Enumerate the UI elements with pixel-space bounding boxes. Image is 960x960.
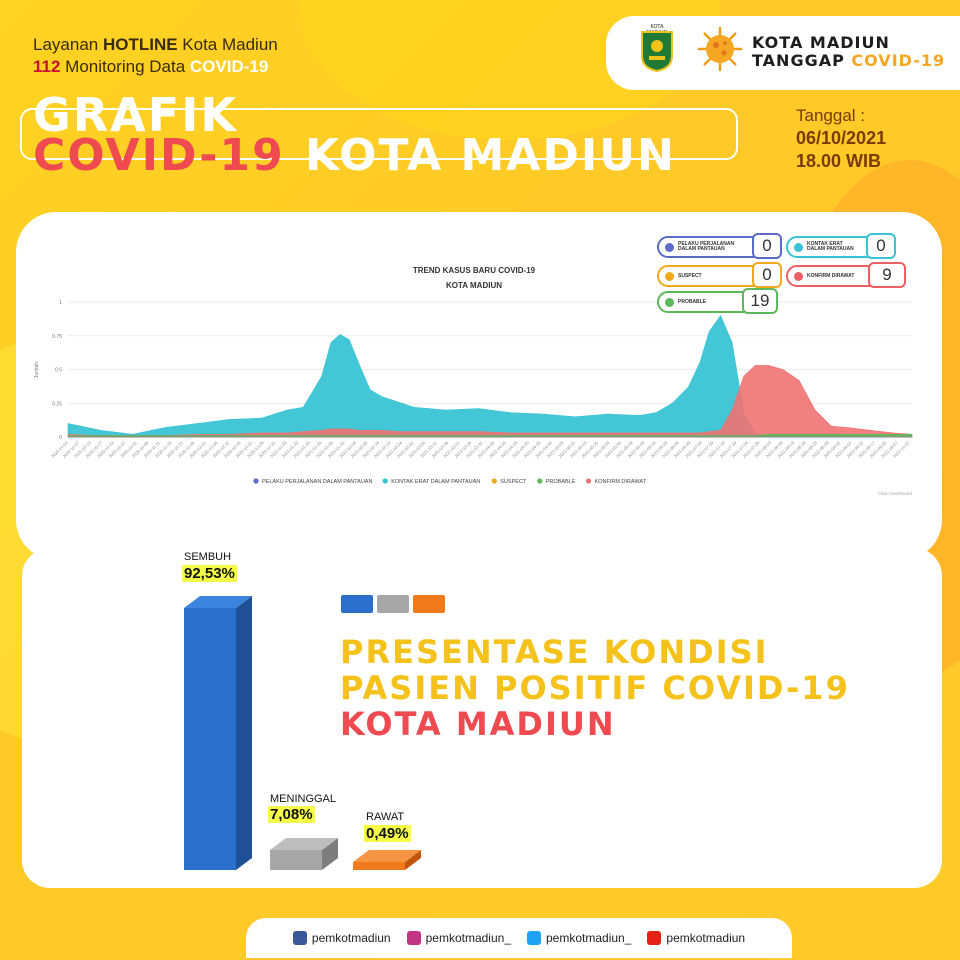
bar-category-label: RAWAT xyxy=(366,811,405,823)
hotline-prefix: Layanan xyxy=(33,35,103,54)
date-block: Tanggal : 06/10/2021 18.00 WIB xyxy=(796,106,886,172)
y-tick-label: 0.75 xyxy=(52,334,62,340)
social-link-facebook[interactable]: pemkotmadiun xyxy=(292,931,391,945)
bar-value-label: 7,08% xyxy=(268,806,315,823)
y-tick-label: 1 xyxy=(59,300,62,306)
brand-line1: KOTA MADIUN xyxy=(752,33,890,52)
facebook-icon xyxy=(292,931,307,945)
brand-line2-tag: COVID-19 xyxy=(851,51,946,70)
legend-marker xyxy=(382,478,388,484)
bar-front-rawat xyxy=(353,862,405,870)
bar-top xyxy=(353,850,421,862)
legend-marker xyxy=(253,478,259,484)
date-label: Tanggal : xyxy=(796,106,865,125)
bar-side xyxy=(322,837,338,870)
bar-category-label: MENINGGAL xyxy=(270,793,337,805)
y-tick-label: 0.25 xyxy=(52,401,62,407)
bar-front-meninggal xyxy=(270,849,322,870)
bar-value-label: 0,49% xyxy=(364,825,411,842)
pct-title-line1: PRESENTASE KONDISI xyxy=(340,633,769,671)
area-series-4 xyxy=(67,365,913,438)
counter-label: KONFIRM DIRAWAT xyxy=(807,272,855,279)
counter-label: PROBABLE xyxy=(678,298,707,305)
social-handle: pemkotmadiun_ xyxy=(546,931,632,945)
date-value: 06/10/2021 xyxy=(796,128,887,148)
legend-label: SUSPECT xyxy=(500,479,527,485)
social-handle: pemkotmadiun_ xyxy=(425,931,511,945)
percentage-card xyxy=(22,548,942,888)
bar-side xyxy=(236,596,252,870)
legend-swatch-blue xyxy=(341,595,373,613)
legend-swatch-orange xyxy=(413,595,445,613)
legend-swatch-gray xyxy=(377,595,409,613)
bar-category-label: SEMBUH xyxy=(184,551,232,563)
social-link-instagram[interactable]: pemkotmadiun_ xyxy=(406,931,511,945)
pct-title-line3: KOTA MADIUN xyxy=(340,705,616,743)
counter-pill: PELAKU PERJALANAN DALAM PANTAUAN xyxy=(657,236,777,258)
legend-marker xyxy=(585,478,592,484)
y-axis-label: Jumlah xyxy=(34,362,40,378)
chart-credit: Chart Dashboard xyxy=(878,491,913,496)
counter-label: KONTAK ERAT DALAM PANTAUAN xyxy=(807,241,854,252)
counter-label: SUSPECT xyxy=(678,272,702,279)
date-time: 18.00 WIB xyxy=(796,151,882,171)
counter-dot xyxy=(665,297,674,307)
monitoring-tag: COVID-19 xyxy=(189,57,269,76)
counter-dot xyxy=(665,271,674,281)
hotline-number: 112 xyxy=(33,57,61,76)
brand-line2: TANGGAP COVID-19 xyxy=(752,51,945,70)
counter-value: 9 xyxy=(868,262,906,288)
chart-subtitle: KOTA MADIUN xyxy=(446,281,502,290)
social-handle: pemkotmadiun xyxy=(666,931,746,945)
instagram-icon xyxy=(406,931,421,945)
legend-label: KONTAK ERAT DALAM PANTAUAN xyxy=(391,479,480,485)
page-title-kota: KOTA MADIUN xyxy=(305,130,676,181)
chart-title: TREND KASUS BARU COVID-19 xyxy=(413,266,536,275)
bar-side xyxy=(405,850,421,870)
social-link-twitter[interactable]: pemkotmadiun_ xyxy=(527,931,631,945)
legend-label: PROBABLE xyxy=(546,479,576,485)
legend-label: PELAKU PERJALANAN DALAM PANTAUAN xyxy=(262,479,372,485)
counter-dot xyxy=(665,242,674,252)
youtube-icon xyxy=(647,931,662,945)
area-series-3 xyxy=(67,434,913,438)
legend-marker xyxy=(537,478,543,484)
bar-front-sembuh xyxy=(184,608,236,870)
monitoring-text: Monitoring Data xyxy=(60,57,190,76)
brand-line2-prefix: TANGGAP xyxy=(752,51,852,70)
social-bar: pemkotmadiun pemkotmadiun_ pemkotmadiun_ pe… xyxy=(246,918,792,958)
page-title-grafik: GRAFIK xyxy=(33,88,238,142)
y-tick-label: 0.5 xyxy=(55,368,62,374)
page-title-covid: COVID-19 xyxy=(33,130,285,181)
counter-value: 0 xyxy=(866,233,896,259)
legend-label: KONFIRM DIRAWAT xyxy=(595,479,647,485)
bar-top xyxy=(184,596,252,608)
hotline-suffix: Kota Madiun xyxy=(177,35,278,54)
counter-value: 0 xyxy=(752,262,782,288)
virus-icon xyxy=(698,27,742,71)
counter-value: 19 xyxy=(742,288,778,314)
twitter-icon xyxy=(527,931,541,945)
hotline-info: Layanan HOTLINE Kota Madiun 112 Monitori… xyxy=(33,34,278,78)
counter-dot xyxy=(794,242,803,252)
pct-title-line2: PASIEN POSITIF COVID-19 xyxy=(340,669,850,707)
bar-value-label: 92,53% xyxy=(182,565,237,582)
legend-marker xyxy=(491,478,497,484)
y-tick-label: 0 xyxy=(59,435,62,441)
counter-value: 0 xyxy=(752,233,782,259)
bar-top xyxy=(270,837,338,850)
city-emblem-icon xyxy=(641,31,673,72)
social-link-youtube[interactable]: pemkotmadiun xyxy=(647,931,745,945)
title-frame xyxy=(20,108,738,160)
counter-dot xyxy=(794,271,803,281)
counter-label: PELAKU PERJALANAN DALAM PANTAUAN xyxy=(678,241,735,252)
social-handle: pemkotmadiun xyxy=(311,931,391,945)
counter-pill: SUSPECT xyxy=(657,265,777,287)
hotline-bold: HOTLINE xyxy=(102,35,178,54)
